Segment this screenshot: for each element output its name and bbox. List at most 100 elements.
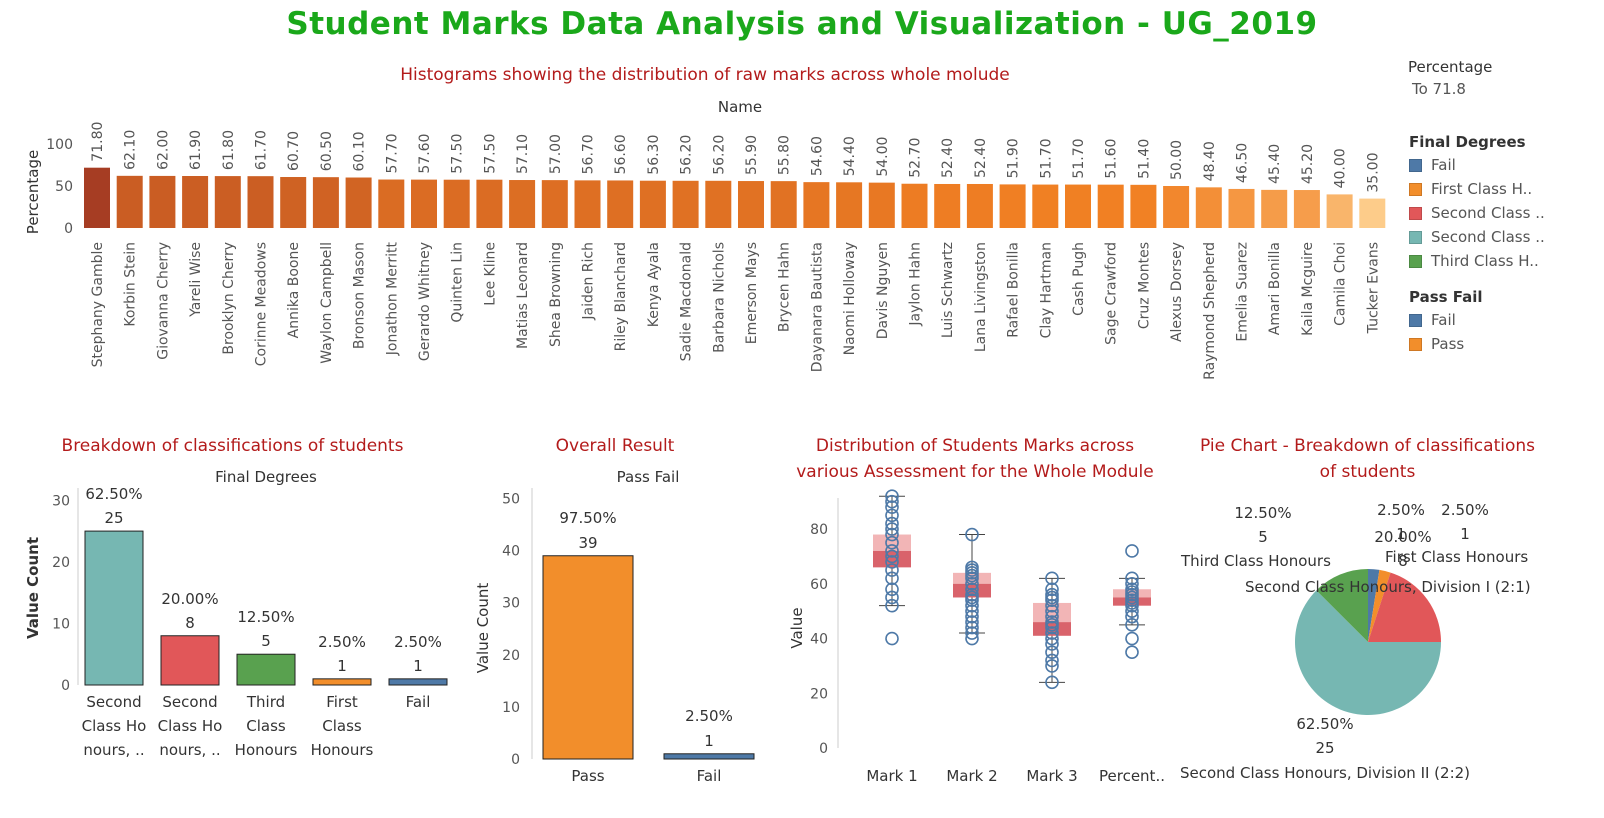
data-point bbox=[965, 620, 979, 635]
bar bbox=[1293, 190, 1320, 228]
overall-chart: Value Count 0 10 20 30 40 50 39 97.50% Pass 1 2.50%… bbox=[474, 488, 755, 785]
legend-final-degrees-item[interactable]: Second Class .. bbox=[1409, 201, 1599, 225]
data-point bbox=[965, 615, 979, 629]
legend-swatch bbox=[1409, 206, 1422, 220]
data-point bbox=[1045, 598, 1059, 613]
x-tick-label: Jaiden Rich bbox=[581, 242, 597, 321]
x-tick-label: Tucker Evans bbox=[1365, 242, 1381, 334]
bar-value-label: 57.50 bbox=[482, 134, 498, 174]
bar-value-label: 62.00 bbox=[155, 130, 171, 170]
legend-label: Second Class .. bbox=[1431, 228, 1545, 246]
x-tick-label: Mark 2 bbox=[946, 767, 997, 785]
histogram-chart: Percentage 0 50 100 71.80 Stephany Gamble 62.1… bbox=[24, 122, 1386, 380]
x-tick-label: Class bbox=[322, 717, 362, 735]
x-tick-label: Pass bbox=[571, 767, 604, 785]
distribution-section-title-1: Distribution of Students Marks across bbox=[815, 436, 1135, 456]
data-point bbox=[965, 560, 979, 575]
data-point bbox=[885, 544, 899, 558]
legend-pass-fail-item[interactable]: Pass bbox=[1409, 332, 1599, 356]
x-tick-label: Class bbox=[246, 717, 286, 735]
pie-slice bbox=[1316, 569, 1368, 642]
pie-percent-label: 12.50% bbox=[1234, 504, 1291, 522]
x-tick-label: Kenya Ayala bbox=[646, 242, 662, 327]
bar-value-label: 51.40 bbox=[1136, 139, 1152, 179]
x-tick-label: Yareli Wise bbox=[188, 242, 204, 318]
bar bbox=[1065, 184, 1091, 228]
data-point bbox=[1045, 587, 1059, 602]
bar bbox=[966, 183, 993, 228]
y-tick-label: 0 bbox=[511, 752, 520, 768]
y-axis-label: Value bbox=[788, 607, 806, 648]
bar-value-label: 61.90 bbox=[188, 130, 204, 170]
bar bbox=[345, 177, 372, 228]
bar bbox=[160, 635, 220, 686]
x-tick-label: Naomi Holloway bbox=[842, 242, 858, 355]
legend-pass-fail-item[interactable]: Fail bbox=[1409, 308, 1599, 332]
bar-value-label: 57.60 bbox=[417, 134, 433, 174]
bar bbox=[388, 678, 448, 686]
x-tick-label: Quinten Lin bbox=[450, 242, 466, 323]
x-tick-label: Lana Livingston bbox=[973, 242, 989, 352]
bar bbox=[574, 180, 601, 228]
pie-percent-label: 20.00% bbox=[1374, 528, 1431, 546]
x-tick-label: Davis Nguyen bbox=[875, 242, 891, 339]
bar bbox=[803, 182, 830, 228]
data-point bbox=[1125, 618, 1139, 632]
x-tick-label: Shea Browning bbox=[548, 242, 564, 347]
bar bbox=[149, 175, 176, 228]
bar bbox=[541, 180, 568, 228]
distribution-section-title-2: various Assessment for the Whole Module bbox=[796, 462, 1154, 482]
pie-name-label: First Class Honours bbox=[1385, 548, 1528, 566]
data-point bbox=[885, 516, 899, 531]
x-tick-label: Emerson Mays bbox=[744, 242, 760, 344]
y-tick-label: 10 bbox=[52, 616, 70, 632]
legend-final-degrees-item[interactable]: Third Class H.. bbox=[1409, 249, 1599, 273]
bar-count-label: 1 bbox=[337, 657, 347, 675]
x-tick-label: Riley Blanchard bbox=[613, 242, 629, 351]
data-point bbox=[1125, 645, 1139, 660]
data-point bbox=[1045, 645, 1059, 660]
bar bbox=[1032, 184, 1059, 228]
legend-final-degrees-item[interactable]: Fail bbox=[1409, 153, 1599, 177]
data-point bbox=[1045, 637, 1059, 651]
pie-count-label: 8 bbox=[1398, 552, 1408, 570]
data-point bbox=[1045, 571, 1059, 586]
box-upper bbox=[1113, 589, 1151, 598]
data-point bbox=[1045, 609, 1059, 624]
x-tick-label: Corinne Meadows bbox=[254, 242, 270, 366]
bar-percent-label: 12.50% bbox=[237, 608, 294, 626]
bar bbox=[214, 176, 241, 228]
y-tick-label: 0 bbox=[819, 741, 828, 757]
bar-value-label: 35.00 bbox=[1365, 153, 1381, 193]
legend-swatch bbox=[1409, 337, 1422, 351]
x-tick-label: Class Ho bbox=[158, 717, 223, 735]
bar-value-label: 48.40 bbox=[1202, 141, 1218, 181]
x-tick-label: Second bbox=[162, 693, 217, 711]
bar-value-label: 61.70 bbox=[254, 130, 270, 170]
y-tick-label: 30 bbox=[52, 493, 70, 509]
y-tick-label: 40 bbox=[810, 632, 828, 648]
bar bbox=[1097, 184, 1124, 228]
x-tick-label: Bronson Mason bbox=[352, 242, 368, 349]
y-tick-label: 20 bbox=[810, 686, 828, 702]
data-point bbox=[965, 626, 979, 640]
overall-header: Pass Fail bbox=[616, 468, 680, 486]
data-point bbox=[885, 598, 899, 613]
bar bbox=[770, 181, 797, 228]
pie-slice bbox=[1368, 569, 1380, 642]
x-tick-label: Giovanna Cherry bbox=[155, 242, 171, 360]
bar-value-label: 56.70 bbox=[581, 134, 597, 174]
x-tick-label: Emelia Suarez bbox=[1235, 242, 1251, 342]
pie-percent-label: 2.50% bbox=[1441, 501, 1489, 519]
x-tick-label: First bbox=[326, 693, 358, 711]
legend-final-degrees-item[interactable]: Second Class .. bbox=[1409, 225, 1599, 249]
bar bbox=[378, 179, 405, 228]
bar bbox=[236, 653, 296, 686]
percentage-filter-value[interactable]: To 71.8 bbox=[1412, 80, 1466, 98]
pie-count-label: 25 bbox=[1315, 739, 1334, 757]
data-point bbox=[885, 535, 899, 550]
y-tick-label: 20 bbox=[52, 555, 70, 571]
bar-value-label: 55.90 bbox=[744, 135, 760, 175]
legend-final-degrees-item[interactable]: First Class H.. bbox=[1409, 177, 1599, 201]
data-point bbox=[885, 582, 899, 597]
